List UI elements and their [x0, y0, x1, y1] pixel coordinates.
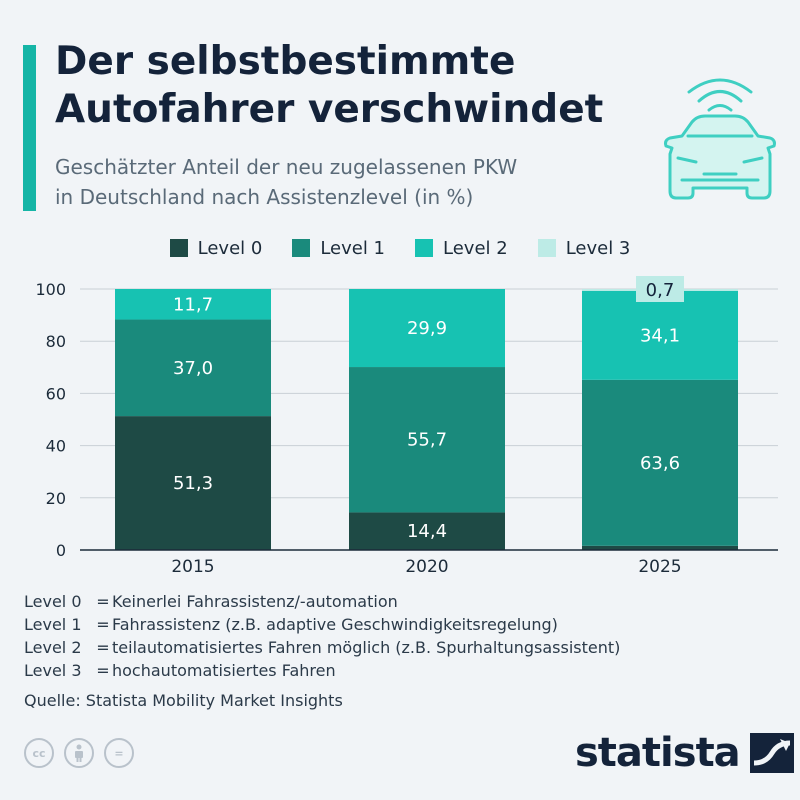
note-equals: =: [96, 661, 110, 680]
note-equals: =: [96, 592, 110, 611]
page-subtitle: Geschätzter Anteil der neu zugelassenen …: [55, 152, 615, 212]
page-title: Der selbstbestimmte Autofahrer verschwin…: [55, 38, 603, 134]
bar-segment: [349, 289, 505, 368]
data-label: 29,9: [407, 318, 447, 339]
accent-bar: [23, 45, 36, 211]
note-row: Level 1 = Fahrassistenz (z.B. adaptive Ges…: [24, 613, 620, 636]
source-note: Quelle: Statista Mobility Market Insight…: [24, 691, 343, 710]
y-tick-label: 0: [56, 541, 66, 560]
y-tick-label: 40: [46, 437, 66, 456]
legend-label-level0: Level 0: [197, 237, 263, 259]
note-text: teilautomatisiertes Fahren möglich (z.B.…: [112, 638, 621, 657]
legend-item-level2: Level 2: [415, 238, 508, 259]
cc-icon[interactable]: cc: [24, 738, 54, 768]
data-label: 0,7: [646, 280, 675, 301]
data-label: 63,6: [640, 453, 680, 474]
note-text: Keinerlei Fahrassistenz/-automation: [112, 592, 398, 611]
legend-swatch-level1: [292, 239, 311, 257]
note-level: Level 1: [24, 615, 82, 634]
legend-item-level0: Level 0: [169, 237, 263, 259]
data-label: 51,3: [173, 473, 213, 494]
data-label: 14,4: [407, 521, 447, 542]
note-row: Level 2 = teilautomatisiertes Fahren mögli…: [24, 636, 620, 659]
bar-segment: [115, 319, 271, 417]
bar-segment: [349, 367, 505, 513]
chart-legend: Level 0 Level 1 Level 2 Level 3: [0, 233, 800, 263]
data-label: 55,7: [407, 430, 447, 451]
license-icons: cc =: [24, 738, 134, 768]
bar-segment: [582, 379, 738, 546]
legend-label-level3: Level 3: [565, 237, 631, 259]
x-tick-label: 2015: [171, 557, 214, 577]
person-icon[interactable]: [64, 738, 94, 768]
x-tick-label: 2025: [638, 557, 681, 577]
level-definitions: Level 0 = Keinerlei Fahrassistenz/-automat…: [24, 590, 620, 682]
bar-segment: [115, 416, 271, 550]
y-tick-label: 100: [35, 280, 66, 299]
y-tick-label: 60: [46, 384, 66, 403]
note-level: Level 0: [24, 592, 82, 611]
note-equals: =: [96, 615, 110, 634]
logo-text: statista: [575, 730, 741, 776]
bar-segment: [349, 512, 505, 550]
note-equals: =: [96, 638, 110, 657]
legend-item-level3: Level 3: [537, 237, 631, 259]
legend-swatch-level3: [537, 239, 556, 257]
note-level: Level 2: [24, 638, 82, 657]
x-tick-label: 2020: [405, 557, 448, 577]
legend-item-level1: Level 1: [292, 238, 385, 259]
y-tick-label: 80: [46, 332, 66, 351]
title-line-2: Autofahrer verschwindet: [55, 87, 604, 132]
data-label: 37,0: [173, 358, 213, 379]
stacked-bar-chart: 0 20 40 60 80 100 51,3 37,0 11,7 2015 14,4 55,7 29,9…: [35, 276, 778, 577]
legend-swatch-level0: [169, 239, 188, 257]
legend-swatch-level2: [415, 239, 433, 257]
bar-segment: [582, 545, 738, 550]
statista-logo-icon: [749, 733, 794, 773]
bar-segment: [115, 289, 271, 320]
subtitle-line-2: in Deutschland nach Assistenzlevel (in %…: [55, 185, 474, 209]
note-level: Level 3: [24, 661, 82, 680]
bar-segment: [582, 290, 738, 380]
connected-car-icon: [664, 78, 776, 200]
data-label-box: [636, 276, 684, 302]
note-text: hochautomatisiertes Fahren: [112, 661, 336, 680]
data-label: 34,1: [640, 325, 680, 346]
title-line-1: Der selbstbestimmte: [55, 39, 516, 84]
legend-label-level2: Level 2: [443, 237, 508, 259]
note-text: Fahrassistenz (z.B. adaptive Geschwindig…: [112, 615, 558, 634]
legend-label-level1: Level 1: [320, 237, 385, 259]
subtitle-line-1: Geschätzter Anteil der neu zugelassenen …: [55, 155, 518, 179]
equals-icon[interactable]: =: [104, 738, 134, 768]
data-label: 11,7: [173, 294, 213, 315]
statista-logo[interactable]: statista: [575, 730, 794, 776]
y-tick-label: 20: [46, 489, 66, 508]
note-row: Level 0 = Keinerlei Fahrassistenz/-automat…: [24, 590, 620, 613]
note-row: Level 3 = hochautomatisiertes Fahren: [24, 659, 620, 682]
